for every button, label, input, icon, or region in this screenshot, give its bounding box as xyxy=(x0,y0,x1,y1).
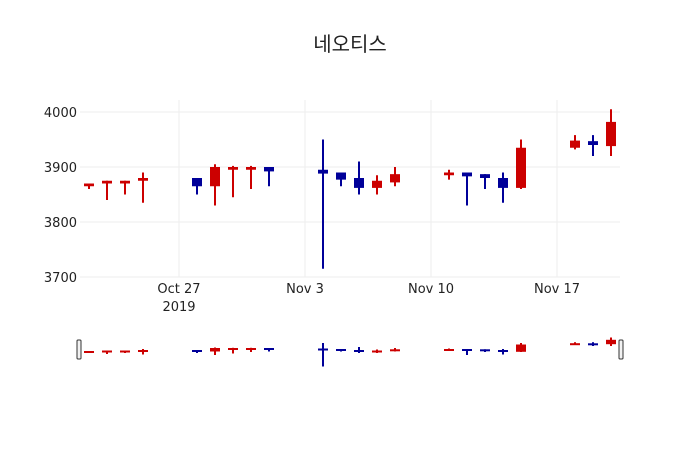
candle-down xyxy=(192,178,202,187)
x-tick-label: Nov 3 xyxy=(286,282,324,297)
candle-up xyxy=(570,140,580,148)
slider-candle-body xyxy=(444,349,454,351)
candle-up xyxy=(390,174,400,183)
slider-candle-body xyxy=(588,343,598,346)
candle-down xyxy=(498,178,508,188)
candle-up xyxy=(228,167,238,170)
slider-candle-body xyxy=(498,350,508,352)
candle-down xyxy=(354,178,364,188)
candle-up xyxy=(84,183,94,187)
slider-candle-body xyxy=(210,348,220,352)
candle-up xyxy=(102,180,112,184)
candle-up xyxy=(444,172,454,176)
slider-candle-body xyxy=(354,350,364,352)
slider-candle-body xyxy=(606,339,616,345)
slider-candle-body xyxy=(192,350,202,352)
slider-candle-body xyxy=(318,348,328,351)
slider-candle-body xyxy=(372,350,382,353)
candle-up xyxy=(138,178,148,181)
slider-candle-body xyxy=(228,348,238,350)
candle-down xyxy=(264,167,274,172)
slider-candle-body xyxy=(462,349,472,351)
slider-candle-body xyxy=(84,351,94,353)
slider-candle-body xyxy=(138,350,148,352)
slider-candle-body xyxy=(336,349,346,351)
slider-candle-body xyxy=(516,344,526,352)
slider-candle-body xyxy=(120,350,130,353)
candle-down xyxy=(588,141,598,145)
candle-up xyxy=(246,167,256,170)
range-slider-left-handle[interactable] xyxy=(76,339,82,360)
x-tick-label: Oct 27 xyxy=(157,282,200,297)
candle-down xyxy=(318,169,328,174)
x-tick-year: 2019 xyxy=(162,300,195,315)
slider-candle-body xyxy=(102,350,112,353)
candle-up xyxy=(210,167,220,187)
slider-candle-body xyxy=(570,343,580,346)
candle-up xyxy=(372,180,382,188)
candle-down xyxy=(462,172,472,177)
candle-down xyxy=(480,174,490,178)
y-tick-label: 4000 xyxy=(44,106,77,121)
x-tick-label: Nov 10 xyxy=(408,282,454,297)
y-tick-label: 3700 xyxy=(44,271,77,286)
y-tick-label: 3900 xyxy=(44,161,77,176)
slider-candle-body xyxy=(246,348,256,350)
slider-candle-body xyxy=(390,349,400,352)
candle-up xyxy=(516,147,526,188)
chart-title: 네오티스 xyxy=(313,32,387,56)
candle-up xyxy=(606,121,616,147)
candle-up xyxy=(120,180,130,184)
range-slider-right-handle[interactable] xyxy=(618,339,624,360)
slider-candle-body xyxy=(264,348,274,350)
candle-down xyxy=(336,172,346,180)
slider-candle-body xyxy=(480,349,490,352)
y-tick-label: 3800 xyxy=(44,216,77,231)
x-tick-label: Nov 17 xyxy=(534,282,580,297)
